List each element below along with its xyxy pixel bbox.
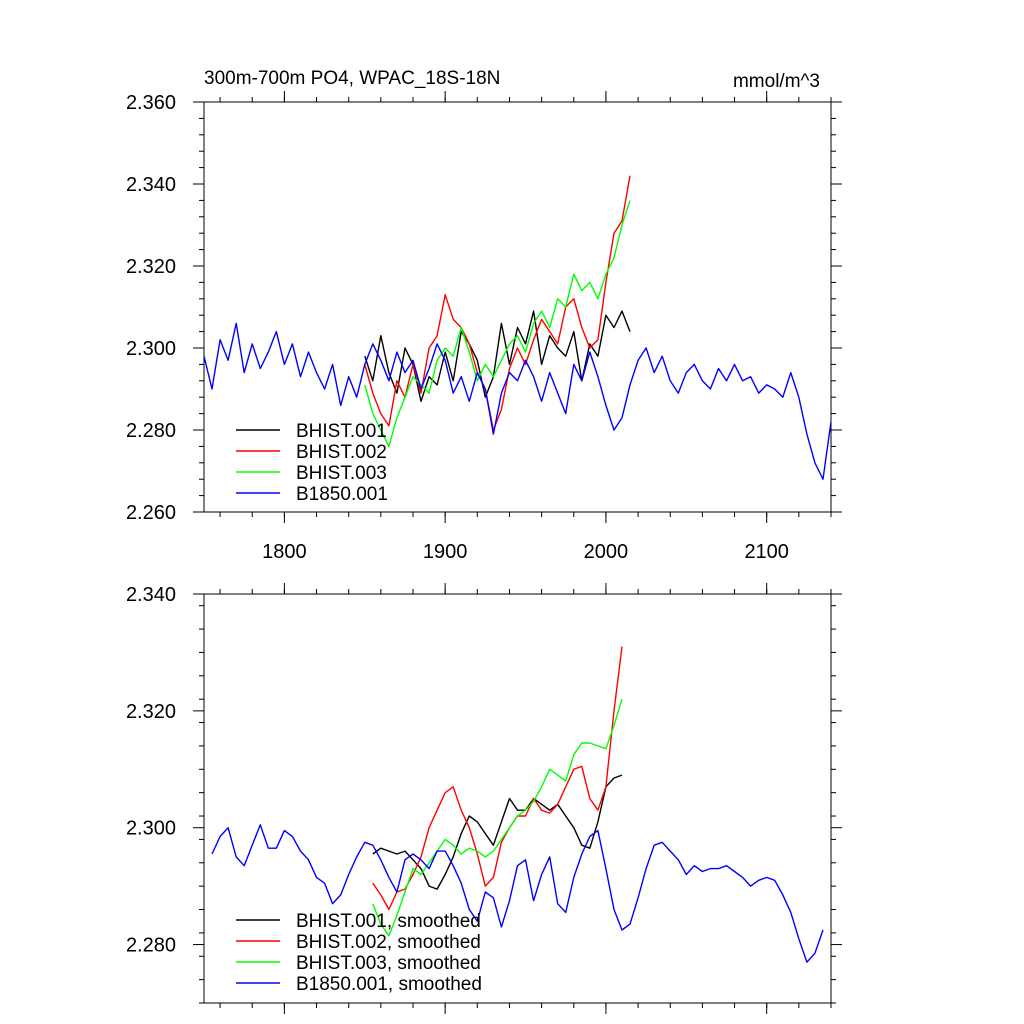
- y-tick-label: 2.280: [126, 420, 176, 442]
- y-tick-label: 2.260: [126, 502, 176, 524]
- series-line-bhist-003: [364, 200, 631, 448]
- y-axis: 2.280 2.300 2.320 2.340: [126, 584, 842, 1004]
- series-line-bhist-003-smoothed: [372, 698, 623, 937]
- x-tick-label: 2100: [744, 541, 789, 563]
- series-line-b1850-001: [204, 322, 831, 480]
- series-line-bhist-002-smoothed: [372, 646, 623, 911]
- plot-frame: [203, 593, 832, 1004]
- legend-label: BHIST.001: [296, 421, 387, 442]
- legend-label: BHIST.002, smoothed: [296, 932, 481, 953]
- legend-label: BHIST.003: [296, 463, 387, 484]
- y-tick-label: 2.340: [126, 584, 176, 606]
- legend-label: B1850.001: [296, 484, 388, 505]
- y-tick-label: 2.320: [126, 701, 176, 723]
- series-group: [204, 175, 831, 480]
- top-panel: 300m-700m PO4, WPAC_18S-18N mmol/m^3 2.2…: [126, 68, 842, 563]
- y-tick-label: 2.360: [126, 92, 176, 114]
- legend-label: BHIST.003, smoothed: [296, 953, 481, 974]
- series-line-bhist-001-smoothed: [372, 774, 623, 890]
- legend-label: BHIST.002: [296, 442, 387, 463]
- legend-label: B1850.001, smoothed: [296, 974, 482, 995]
- x-tick-label: 1900: [423, 541, 468, 563]
- chart-title: 300m-700m PO4, WPAC_18S-18N: [204, 68, 500, 89]
- series-line-bhist-002: [364, 175, 631, 431]
- series-group: [211, 646, 824, 963]
- plot-frame: [203, 101, 832, 513]
- x-axis: 1800 1900 2000 2100: [219, 91, 832, 563]
- y-tick-label: 2.340: [126, 174, 176, 196]
- legend-label: BHIST.001, smoothed: [296, 911, 481, 932]
- y-tick-label: 2.280: [126, 935, 176, 957]
- x-tick-label: 1800: [262, 541, 307, 563]
- y-tick-label: 2.300: [126, 338, 176, 360]
- y-tick-label: 2.300: [126, 818, 176, 840]
- series-line-bhist-001: [364, 310, 631, 402]
- y-axis: 2.260 2.280 2.300 2.320 2.340 2.360: [126, 92, 842, 524]
- y-tick-label: 2.320: [126, 256, 176, 278]
- x-tick-label: 2000: [584, 541, 629, 563]
- x-axis: [219, 583, 832, 1014]
- units-label: mmol/m^3: [733, 71, 820, 92]
- series-line-b1850-001-smoothed: [211, 824, 824, 963]
